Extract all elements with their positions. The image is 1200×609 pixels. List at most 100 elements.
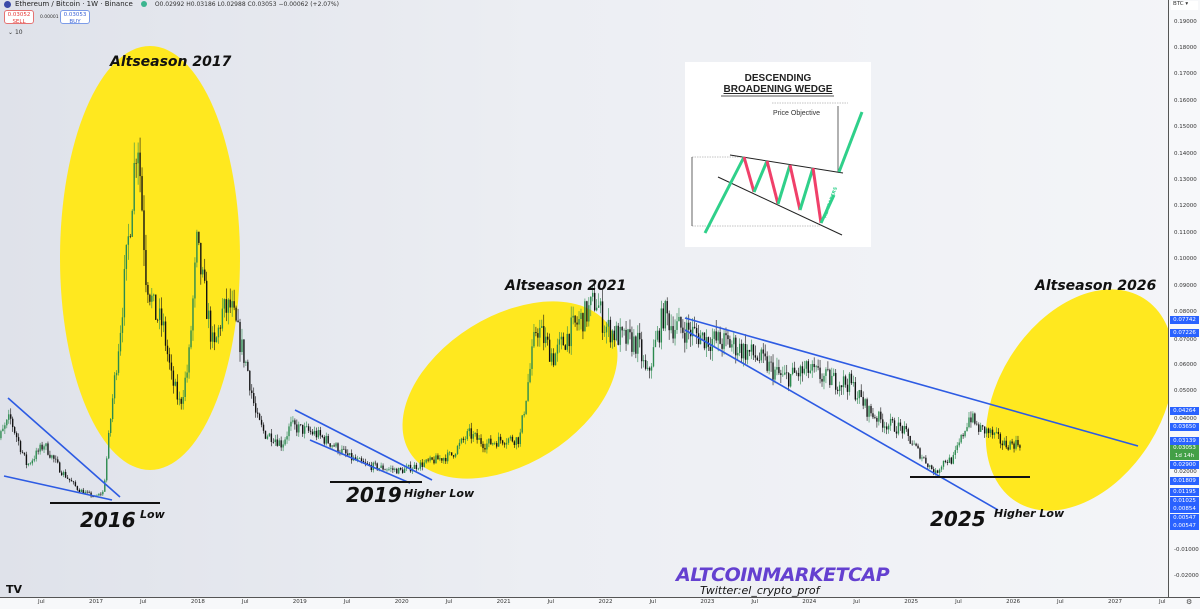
candle-body <box>836 389 839 391</box>
candle-body <box>880 411 882 420</box>
inset-title-1: DESCENDING <box>745 73 812 84</box>
candle-body <box>870 406 872 414</box>
trendline-2016-lower[interactable] <box>3 475 113 501</box>
candle-body <box>940 466 943 470</box>
candle-body <box>319 430 322 436</box>
candle-body <box>709 346 712 351</box>
candle-body <box>108 432 110 459</box>
time-tick: 2022 <box>598 599 613 605</box>
candle-body <box>303 426 306 434</box>
candle-body <box>445 457 447 462</box>
candle-body <box>419 462 421 469</box>
candle-body <box>84 491 86 494</box>
candle-body <box>57 459 59 463</box>
label-2019: 2019 <box>346 483 402 507</box>
candle-body <box>204 269 206 281</box>
price-tick: 0.19000 <box>1174 18 1197 25</box>
candle-body <box>572 315 574 318</box>
candle-body <box>913 443 915 445</box>
candle-body <box>909 435 911 444</box>
candle-body <box>307 426 310 431</box>
candle-body <box>911 443 913 445</box>
trendline-2022-upper[interactable] <box>684 317 1139 447</box>
candle-body <box>447 452 449 462</box>
candle-body <box>315 430 318 438</box>
price-chart[interactable]: DESCENDING BROADENING WEDGE Price Object… <box>0 0 1168 597</box>
candle-body <box>531 346 533 369</box>
candle-body <box>793 367 796 373</box>
candle-body <box>466 431 469 440</box>
candle-body <box>272 441 275 443</box>
candle-body <box>803 368 806 374</box>
price-tick: -0.01000 <box>1174 546 1199 553</box>
time-axis[interactable] <box>0 597 1200 609</box>
candle-body <box>49 454 51 458</box>
candle-body <box>162 321 165 326</box>
candle-body <box>809 370 811 373</box>
candle-body <box>305 426 308 427</box>
candle-body <box>586 301 588 322</box>
candle-body <box>254 403 257 413</box>
currency-selector[interactable]: BTC ▾ <box>1171 1 1198 10</box>
candle-body <box>550 353 553 362</box>
candle-body <box>249 370 251 391</box>
candle-body <box>776 367 778 370</box>
candle-body <box>635 336 637 354</box>
candle-body <box>993 432 996 435</box>
candle-body <box>384 469 386 471</box>
candle-body <box>96 495 98 497</box>
candle-body <box>719 332 721 344</box>
candle-body <box>25 454 28 465</box>
candle-body <box>109 418 112 433</box>
candle-body <box>642 360 645 362</box>
candle-body <box>76 486 79 490</box>
price-tag: 0.07226 <box>1170 328 1199 337</box>
candle-body <box>770 361 772 363</box>
candle-body <box>590 296 592 306</box>
candle-body <box>807 361 809 373</box>
trendline-2019-lower[interactable] <box>309 439 411 484</box>
candle-body <box>356 458 359 461</box>
candle-body <box>564 345 567 350</box>
trendline-2016-upper[interactable] <box>7 397 121 498</box>
trendline-2019-upper[interactable] <box>294 409 433 481</box>
candle-body <box>746 349 749 360</box>
candle-body <box>370 464 373 471</box>
candle-body <box>609 319 612 343</box>
price-tag: 0.01195 <box>1170 488 1199 497</box>
candle-body <box>258 413 261 420</box>
candle-body <box>1015 439 1017 449</box>
candle-body <box>629 329 631 333</box>
candle-body <box>656 330 659 340</box>
candle-body <box>827 369 829 370</box>
candle-body <box>6 419 8 426</box>
sell-button[interactable]: 0.03052 SELL <box>4 10 34 25</box>
candle-body <box>982 425 984 427</box>
price-tick: 0.05000 <box>1174 388 1197 395</box>
twitter-handle: Twitter:el_crypto_prof <box>700 584 820 597</box>
candle-body <box>987 428 990 434</box>
candle-body <box>145 250 147 286</box>
candle-body <box>443 457 445 461</box>
candle-body <box>795 372 798 374</box>
indicators-toggle[interactable]: ⌄ 10 <box>8 29 23 36</box>
candle-body <box>155 294 157 320</box>
buy-button[interactable]: 0.03053 BUY <box>60 10 90 25</box>
chevron-down-icon: ▾ <box>1185 1 1189 7</box>
price-tick: 0.13000 <box>1174 176 1197 183</box>
candle-body <box>507 438 510 443</box>
candle-body <box>854 382 857 400</box>
inset-title-2: BROADENING WEDGE <box>724 84 833 95</box>
candle-body <box>256 412 259 414</box>
candle-body <box>1011 441 1013 444</box>
tradingview-logo[interactable]: TV <box>6 583 23 596</box>
symbol-title[interactable]: Ethereum / Bitcoin · 1W · Binance <box>15 0 133 8</box>
candle-body <box>576 322 578 325</box>
trendline-2022-lower[interactable] <box>684 329 999 511</box>
candle-body <box>654 339 657 348</box>
candle-body <box>980 425 982 432</box>
candle-body <box>556 344 559 354</box>
settings-icon[interactable]: ⚙ <box>1186 598 1193 606</box>
candle-body <box>147 285 149 295</box>
candle-body <box>905 426 907 430</box>
